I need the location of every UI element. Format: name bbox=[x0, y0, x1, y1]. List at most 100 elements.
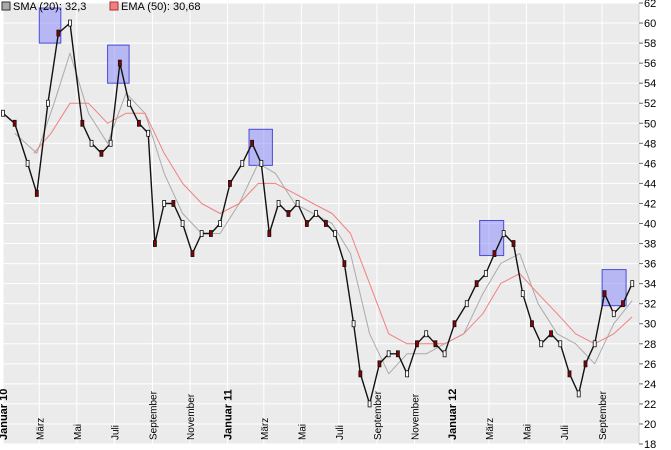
price-point bbox=[395, 350, 400, 358]
price-point bbox=[228, 180, 232, 187]
sma-legend-swatch bbox=[1, 1, 11, 11]
price-point bbox=[137, 119, 141, 127]
grid-layer bbox=[2, 2, 639, 445]
x-tick-label: September bbox=[598, 390, 609, 440]
x-tick-label: September bbox=[148, 390, 159, 440]
price-point bbox=[240, 159, 245, 167]
price-point bbox=[89, 139, 94, 147]
price-point bbox=[99, 149, 104, 157]
highlight-box bbox=[248, 128, 273, 166]
price-point bbox=[530, 320, 534, 328]
price-point bbox=[611, 310, 616, 318]
price-point bbox=[342, 260, 347, 267]
ema-line bbox=[33, 102, 633, 345]
price-point bbox=[483, 270, 488, 278]
price-point bbox=[415, 340, 419, 348]
price-point bbox=[180, 220, 185, 227]
y-tick-label: 58 bbox=[644, 38, 656, 50]
y-tick-label: 54 bbox=[644, 78, 656, 90]
price-point bbox=[1, 109, 5, 117]
axis-layer: 18 20 22 24 26 28 30 32 34 36 38 40 42 44 46 48 50 52 54 56… bbox=[0, 0, 656, 450]
price-point bbox=[333, 230, 338, 237]
price-point bbox=[108, 139, 113, 147]
y-tick-label: 56 bbox=[644, 58, 656, 70]
y-tick-label: 28 bbox=[644, 339, 656, 351]
x-tick-label: Juli bbox=[110, 425, 121, 440]
price-point bbox=[267, 230, 272, 237]
x-tick-label: März bbox=[35, 418, 46, 440]
price-point bbox=[464, 300, 469, 308]
price-point bbox=[127, 99, 131, 107]
price-point bbox=[146, 129, 151, 137]
price-point bbox=[630, 280, 635, 288]
y-tick-label: 42 bbox=[644, 198, 656, 210]
y-tick-label: 34 bbox=[644, 279, 656, 291]
price-point bbox=[583, 360, 588, 368]
x-tick-label: September bbox=[373, 390, 384, 440]
x-tick-label: März bbox=[485, 418, 496, 440]
price-point bbox=[117, 59, 122, 67]
price-point bbox=[452, 320, 457, 328]
price-point bbox=[367, 400, 372, 408]
ema-legend-swatch bbox=[109, 1, 119, 11]
price-point bbox=[405, 370, 410, 378]
price-point bbox=[602, 290, 607, 298]
price-point bbox=[46, 99, 50, 107]
y-tick-label: 22 bbox=[644, 399, 656, 411]
x-tick-label: März bbox=[260, 418, 271, 440]
price-point bbox=[501, 230, 506, 237]
price-point bbox=[539, 340, 544, 348]
x-tick-label: November bbox=[186, 393, 197, 440]
series-layer bbox=[1, 19, 635, 408]
price-point bbox=[12, 119, 17, 127]
price-point bbox=[358, 370, 363, 378]
price-point bbox=[386, 350, 391, 358]
price-point bbox=[324, 220, 328, 227]
y-tick-label: 36 bbox=[644, 259, 656, 271]
price-point bbox=[56, 29, 61, 37]
price-point bbox=[34, 190, 39, 197]
y-tick-label: 44 bbox=[644, 178, 656, 190]
y-tick-label: 24 bbox=[644, 379, 656, 391]
price-point bbox=[576, 390, 581, 398]
x-tick-label: Januar 11 bbox=[223, 389, 235, 440]
price-point bbox=[171, 200, 176, 207]
y-tick-label: 18 bbox=[644, 439, 656, 450]
highlight-box bbox=[479, 219, 505, 257]
x-tick-label: Januar 12 bbox=[447, 389, 459, 440]
x-tick-label: Mai bbox=[73, 424, 84, 440]
y-tick-label: 50 bbox=[644, 118, 656, 130]
price-point bbox=[351, 320, 356, 328]
y-tick-label: 46 bbox=[644, 158, 656, 170]
y-tick-label: 38 bbox=[644, 239, 656, 251]
price-point bbox=[621, 300, 625, 308]
sma-legend-label: SMA (20): 32,3 bbox=[13, 1, 86, 13]
price-point bbox=[80, 119, 85, 127]
y-tick-label: 52 bbox=[644, 98, 656, 110]
price-point bbox=[304, 220, 309, 227]
price-point bbox=[558, 340, 563, 348]
x-tick-label: November bbox=[410, 393, 421, 440]
y-tick-label: 62 bbox=[644, 0, 656, 10]
x-tick-label: Januar 10 bbox=[0, 389, 10, 440]
price-point bbox=[190, 250, 195, 257]
y-tick-label: 60 bbox=[644, 18, 656, 30]
legend: SMA (20): 32,3 EMA (50): 30,68 bbox=[1, 1, 201, 13]
highlight-box bbox=[601, 269, 627, 307]
highlight-box bbox=[38, 7, 62, 44]
y-tick-label: 40 bbox=[644, 219, 656, 231]
price-point bbox=[218, 220, 223, 227]
y-tick-label: 30 bbox=[644, 319, 656, 331]
price-point bbox=[377, 360, 382, 368]
price-point bbox=[68, 19, 72, 27]
price-point bbox=[567, 370, 572, 378]
price-point bbox=[520, 290, 525, 298]
price-point bbox=[492, 250, 497, 257]
x-tick-label: Juli bbox=[560, 425, 571, 440]
x-tick-label: Mai bbox=[297, 424, 308, 440]
price-point bbox=[199, 230, 204, 237]
price-point bbox=[474, 280, 479, 288]
y-tick-label: 26 bbox=[644, 359, 656, 371]
price-point bbox=[592, 340, 597, 348]
